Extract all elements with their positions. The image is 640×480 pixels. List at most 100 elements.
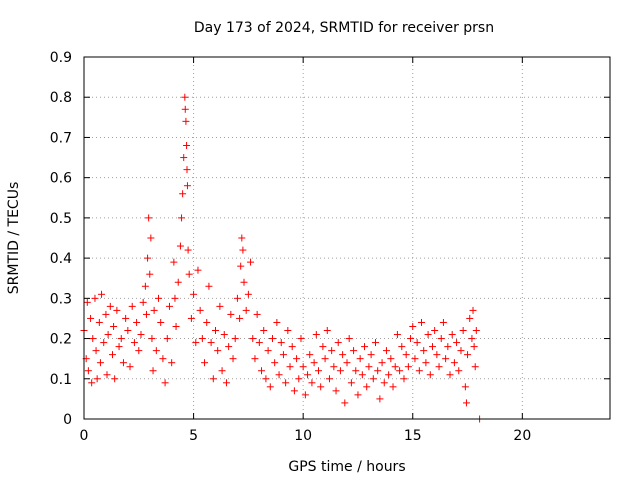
data-point	[325, 375, 333, 383]
data-point	[367, 351, 375, 359]
data-point	[469, 306, 477, 314]
data-point	[150, 306, 158, 314]
data-point	[128, 302, 136, 310]
data-point	[192, 339, 200, 347]
data-point	[98, 290, 106, 298]
data-point	[334, 339, 342, 347]
data-point	[124, 327, 132, 335]
data-point	[260, 327, 268, 335]
data-point	[87, 314, 95, 322]
data-point	[240, 278, 248, 286]
data-point	[396, 367, 404, 375]
data-point	[190, 290, 198, 298]
data-point	[457, 347, 465, 355]
data-point	[179, 190, 187, 198]
data-point	[461, 383, 469, 391]
data-point	[321, 355, 329, 363]
data-point	[115, 343, 123, 351]
data-point	[144, 254, 152, 262]
data-point	[358, 371, 366, 379]
data-point	[163, 335, 171, 343]
data-point	[83, 298, 91, 306]
data-point	[130, 339, 138, 347]
data-point	[183, 166, 191, 174]
data-point	[284, 327, 292, 335]
data-point	[268, 335, 276, 343]
data-point	[398, 343, 406, 351]
data-point	[181, 105, 189, 113]
data-point	[433, 351, 441, 359]
data-point	[472, 327, 480, 335]
data-point	[100, 339, 108, 347]
data-point	[93, 375, 101, 383]
data-point	[149, 367, 157, 375]
data-point	[409, 322, 417, 330]
data-point	[275, 371, 283, 379]
data-point	[194, 266, 202, 274]
data-point	[266, 383, 274, 391]
data-point	[220, 331, 228, 339]
data-point	[354, 391, 362, 399]
data-point	[400, 375, 408, 383]
data-point	[231, 335, 239, 343]
data-point	[88, 379, 96, 387]
x-tick-label: 0	[80, 428, 89, 444]
data-point	[369, 375, 377, 383]
data-point	[319, 343, 327, 351]
data-point	[239, 246, 247, 254]
data-point	[282, 379, 290, 387]
data-point	[92, 347, 100, 355]
data-point	[184, 246, 192, 254]
data-point	[171, 294, 179, 302]
data-point	[180, 154, 188, 162]
data-point	[249, 335, 257, 343]
data-point	[255, 339, 263, 347]
data-point	[108, 351, 116, 359]
data-point	[218, 367, 226, 375]
data-point	[295, 375, 303, 383]
data-point	[470, 343, 478, 351]
data-point	[389, 383, 397, 391]
data-point	[279, 351, 287, 359]
data-point	[103, 371, 111, 379]
data-point	[145, 214, 153, 222]
data-point	[299, 363, 307, 371]
data-point	[161, 379, 169, 387]
data-point	[376, 395, 384, 403]
y-tick-label: 0.6	[50, 171, 72, 187]
data-point	[402, 351, 410, 359]
data-point	[350, 347, 358, 355]
data-point	[91, 294, 99, 302]
data-point	[104, 331, 112, 339]
data-point	[393, 331, 401, 339]
data-point	[183, 182, 191, 190]
data-point	[182, 117, 190, 125]
data-point	[352, 367, 360, 375]
data-point	[89, 335, 97, 343]
data-point	[411, 355, 419, 363]
data-point	[207, 339, 215, 347]
data-point	[137, 331, 145, 339]
data-point	[464, 351, 472, 359]
data-point	[328, 347, 336, 355]
data-point	[147, 234, 155, 242]
grid	[84, 57, 610, 419]
data-point	[332, 387, 340, 395]
data-point	[462, 399, 470, 407]
data-point	[374, 367, 382, 375]
data-point	[203, 318, 211, 326]
x-tick-label: 20	[513, 428, 531, 444]
data-point	[201, 359, 209, 367]
x-tick-label: 15	[404, 428, 422, 444]
data-point	[262, 375, 270, 383]
data-point	[341, 399, 349, 407]
data-point	[437, 335, 445, 343]
data-point	[471, 363, 479, 371]
y-tick-label: 0.3	[50, 291, 72, 307]
data-point	[258, 367, 266, 375]
data-point	[238, 234, 246, 242]
data-point	[227, 310, 235, 318]
data-point	[185, 270, 193, 278]
data-point	[214, 347, 222, 355]
data-point	[330, 363, 338, 371]
